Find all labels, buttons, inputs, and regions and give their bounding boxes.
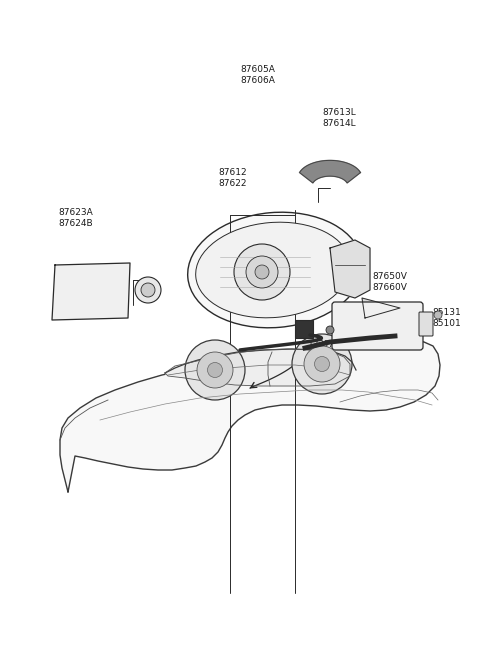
FancyBboxPatch shape: [332, 302, 423, 350]
Circle shape: [326, 326, 334, 334]
Text: 85131
85101: 85131 85101: [432, 308, 461, 328]
Text: 87605A
87606A: 87605A 87606A: [240, 65, 275, 84]
Polygon shape: [362, 298, 400, 318]
Circle shape: [246, 256, 278, 288]
Text: 87650V
87660V: 87650V 87660V: [372, 272, 407, 291]
FancyBboxPatch shape: [419, 312, 433, 336]
Text: 1327AB: 1327AB: [308, 340, 343, 349]
Ellipse shape: [188, 212, 362, 328]
Ellipse shape: [196, 222, 350, 318]
Text: 87613L
87614L: 87613L 87614L: [322, 108, 356, 128]
Circle shape: [314, 356, 329, 371]
Circle shape: [135, 277, 161, 303]
Circle shape: [207, 362, 223, 377]
Circle shape: [255, 265, 269, 279]
Polygon shape: [300, 160, 360, 183]
Polygon shape: [330, 240, 370, 298]
Text: 87612
87622: 87612 87622: [218, 168, 247, 188]
Circle shape: [141, 283, 155, 297]
FancyBboxPatch shape: [295, 320, 313, 338]
Circle shape: [197, 352, 233, 388]
Circle shape: [234, 244, 290, 300]
Polygon shape: [165, 349, 350, 386]
Text: 87623A
87624B: 87623A 87624B: [58, 208, 93, 228]
Circle shape: [304, 346, 340, 382]
Circle shape: [185, 340, 245, 400]
Circle shape: [434, 311, 442, 319]
Polygon shape: [52, 263, 130, 320]
Circle shape: [292, 334, 352, 394]
Polygon shape: [60, 340, 440, 492]
